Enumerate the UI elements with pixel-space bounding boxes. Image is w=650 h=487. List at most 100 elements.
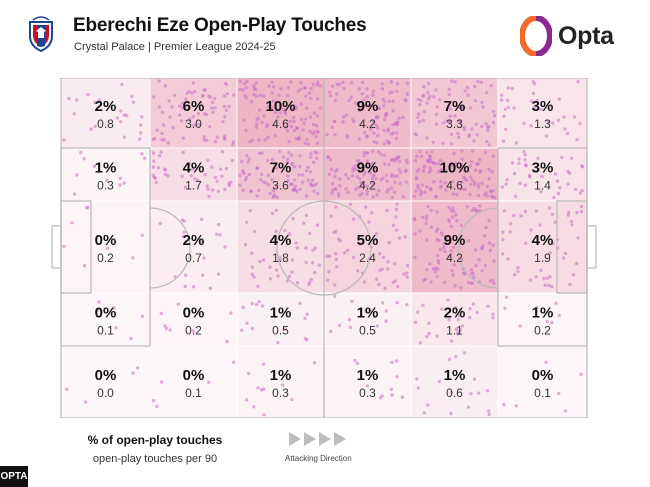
touch-dot [370, 211, 374, 215]
touch-dot [86, 92, 90, 97]
touch-dot [403, 169, 408, 174]
touch-dot [122, 135, 127, 139]
touch-dot [563, 251, 568, 256]
touch-dot [208, 125, 212, 129]
touch-dot [523, 158, 527, 162]
touch-dot [318, 106, 323, 110]
touch-dot [444, 188, 448, 192]
touch-dot [436, 162, 441, 166]
touch-dot [422, 278, 426, 283]
touch-dot [168, 115, 172, 119]
touch-dot [522, 121, 526, 126]
touch-dot [260, 151, 264, 155]
touch-dot [310, 261, 315, 265]
touch-dot [346, 176, 351, 181]
touch-dot [304, 260, 308, 265]
touch-dot [395, 82, 400, 86]
touch-dot [210, 165, 214, 169]
touch-dot [456, 135, 461, 139]
touch-dot [119, 109, 123, 113]
heatmap-cells [61, 78, 587, 418]
touch-dot [290, 397, 294, 402]
touch-dot [295, 126, 299, 130]
touch-dot [368, 127, 373, 131]
touch-dot [418, 229, 422, 233]
touch-dot [327, 172, 332, 176]
touch-dot [243, 242, 248, 247]
touch-dot [366, 164, 370, 168]
touch-dot [397, 236, 402, 240]
touch-dot [475, 162, 479, 166]
touch-dot [159, 380, 164, 384]
touch-dot [435, 210, 439, 214]
touch-dot [70, 221, 74, 225]
touch-dot [570, 223, 574, 227]
touch-dot [359, 181, 363, 185]
attacking-direction: Attacking Direction [285, 432, 365, 463]
touch-dot [451, 273, 455, 277]
zone-per90-label: 0.6 [446, 386, 463, 400]
touch-dot [351, 217, 356, 221]
touch-dot [312, 122, 316, 127]
arrow-right-icon [319, 432, 331, 446]
heatmap-zone [61, 293, 150, 346]
touch-dot [555, 179, 560, 183]
touch-dot [468, 106, 473, 110]
touch-dot [273, 134, 278, 138]
touch-dot [528, 278, 533, 282]
touch-dot [415, 377, 419, 381]
touch-dot [365, 192, 369, 196]
touch-dot [240, 328, 244, 332]
touch-dot [425, 185, 429, 189]
touch-dot [505, 178, 509, 182]
touch-dot [105, 246, 110, 251]
touch-dot [153, 136, 157, 141]
touch-dot [203, 173, 207, 177]
touch-dot [210, 100, 215, 105]
touch-dot [268, 191, 272, 196]
touch-dot [168, 328, 172, 332]
touch-dot [252, 92, 256, 97]
touch-dot [534, 275, 538, 279]
touch-dot [284, 125, 288, 129]
touch-dot [453, 114, 457, 118]
touch-dot [456, 131, 460, 136]
touch-dot [480, 100, 484, 105]
heatmap-zone [61, 346, 150, 418]
touch-dot [153, 176, 158, 180]
touch-dot [308, 231, 312, 236]
touch-dot [254, 122, 259, 126]
touch-dot [199, 240, 203, 244]
touch-dot [270, 178, 274, 182]
touch-dot [365, 189, 369, 193]
touch-dot [382, 153, 386, 158]
touch-dot [364, 309, 368, 313]
page-title: Eberechi Eze Open-Play Touches [73, 15, 367, 36]
touch-dot [270, 157, 275, 162]
touch-dot [471, 302, 476, 306]
touch-dot [213, 96, 217, 101]
touch-dot [487, 218, 491, 223]
touch-dot [465, 204, 469, 209]
touch-dot [393, 279, 398, 283]
touch-dot [517, 157, 521, 161]
touch-dot [301, 180, 305, 184]
touch-dot [503, 306, 507, 310]
touch-dot [490, 170, 494, 174]
touch-dot [358, 242, 362, 246]
zone-percent-label: 10% [439, 160, 469, 177]
touch-dot [311, 160, 316, 165]
zone-percent-label: 1% [357, 305, 379, 322]
touch-dot [283, 229, 287, 233]
touch-dot [213, 106, 217, 110]
touch-dot [308, 129, 312, 134]
touch-dot [512, 106, 516, 110]
zone-per90-label: 4.6 [446, 179, 463, 193]
touch-dot [475, 310, 479, 315]
zone-per90-label: 4.2 [359, 179, 376, 193]
touch-dot [223, 81, 227, 86]
touch-dot [287, 150, 291, 155]
touch-dot [503, 107, 507, 111]
touch-dot [390, 174, 394, 178]
touch-dot [365, 384, 370, 388]
